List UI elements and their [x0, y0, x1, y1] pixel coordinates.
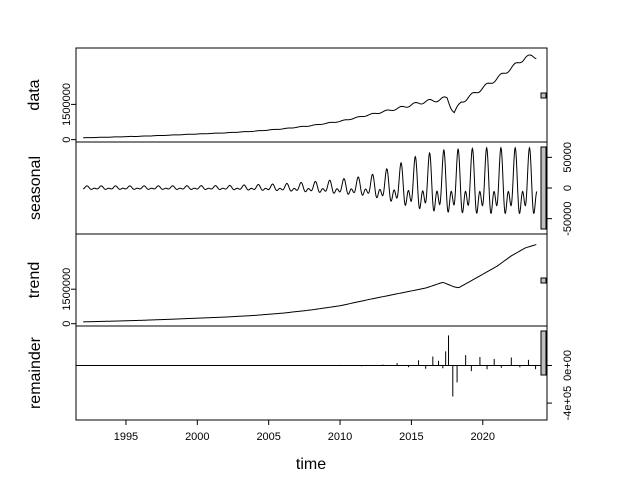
- panel-frame-trend: [75, 233, 548, 327]
- x-tick-label: 2005: [256, 431, 280, 443]
- range-bar-data: [540, 92, 547, 99]
- y-tick-label-trend: 1500000: [61, 268, 73, 311]
- panel-label-data: data: [26, 79, 43, 110]
- panel-label-seasonal: seasonal: [27, 156, 44, 220]
- x-tick-label: 2000: [185, 431, 209, 443]
- range-bar-trend: [540, 277, 547, 284]
- range-bar-seasonal: [540, 146, 547, 230]
- y-tick-label-trend: 0: [61, 321, 73, 327]
- y-tick-label-remainder: -4e+05: [562, 386, 574, 421]
- x-tick-label: 1995: [114, 431, 138, 443]
- y-tick-label-seasonal: 50000: [562, 142, 574, 173]
- y-tick-label-data: 0: [61, 137, 73, 143]
- axes-layer: data 0 1500000 seasonal 50000 0 -50000 trend 0 15…: [26, 79, 574, 443]
- x-axis-title: time: [296, 456, 326, 473]
- series-layer: [76, 54, 547, 397]
- x-tick-label: 2010: [328, 431, 352, 443]
- x-tick-label: 2020: [471, 431, 495, 443]
- series-line-data: [83, 54, 537, 139]
- panel-frame-data: [75, 47, 548, 143]
- y-tick-label-seasonal: 0: [562, 185, 574, 191]
- y-tick-label-data: 1500000: [61, 83, 73, 126]
- range-bar-remainder: [540, 330, 547, 376]
- y-tick-label-seasonal: -50000: [562, 202, 574, 236]
- panel-frames: [75, 47, 548, 421]
- x-tick-label: 2015: [399, 431, 423, 443]
- panel-frame-remainder: [75, 325, 548, 421]
- y-tick-label-remainder: 0e+00: [562, 350, 574, 381]
- series-line-trend: [83, 244, 537, 323]
- panel-label-remainder: remainder: [27, 336, 44, 409]
- panel-label-trend: trend: [26, 262, 43, 298]
- series-line-seasonal: [82, 146, 538, 215]
